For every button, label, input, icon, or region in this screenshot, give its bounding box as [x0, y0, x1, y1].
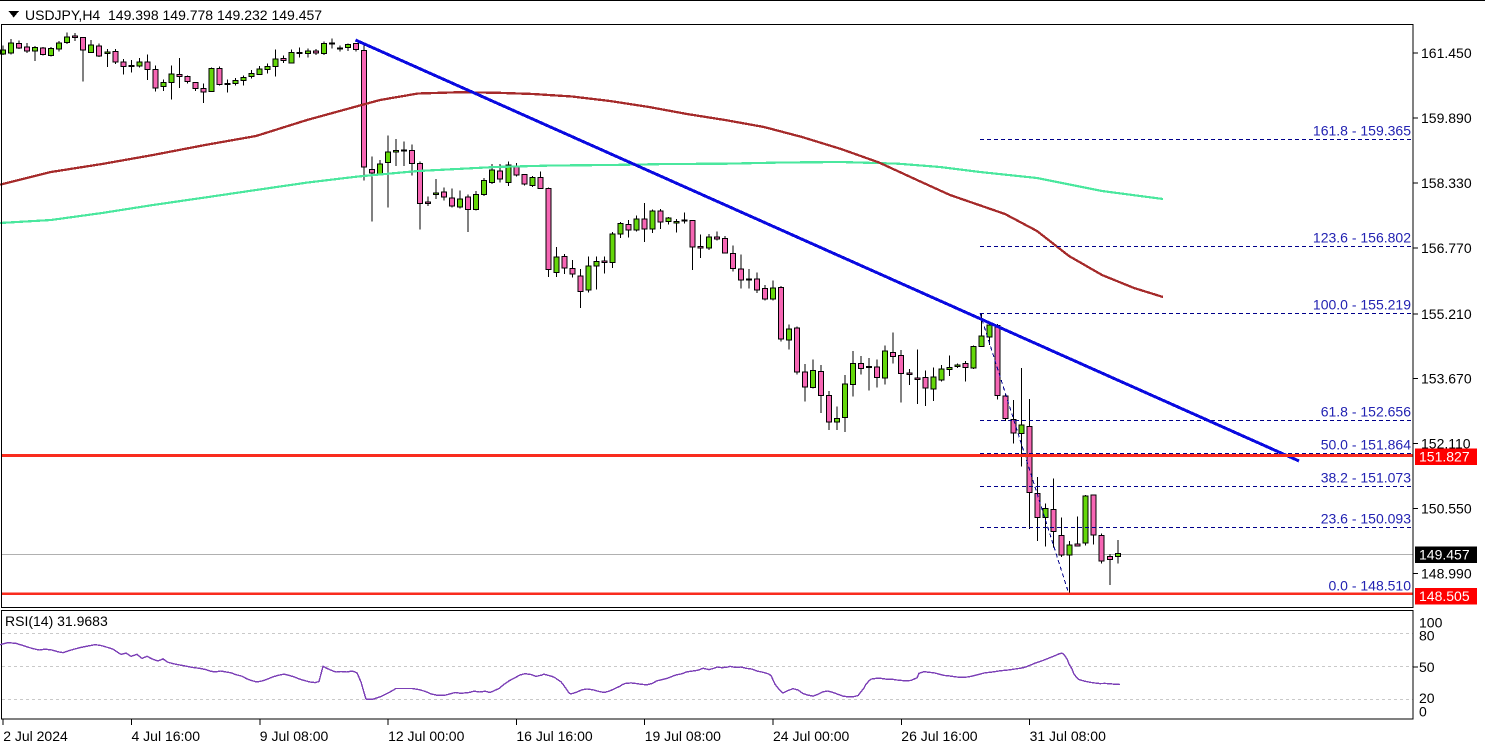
svg-text:50.0 - 151.864: 50.0 - 151.864 — [1321, 437, 1412, 453]
svg-text:159.890: 159.890 — [1421, 110, 1472, 126]
svg-text:100.0 - 155.219: 100.0 - 155.219 — [1313, 297, 1411, 313]
svg-text:156.770: 156.770 — [1421, 240, 1472, 256]
svg-text:148.990: 148.990 — [1421, 566, 1472, 582]
svg-text:2 Jul 2024: 2 Jul 2024 — [3, 728, 68, 744]
svg-text:9 Jul 08:00: 9 Jul 08:00 — [260, 728, 329, 744]
svg-text:153.670: 153.670 — [1421, 371, 1472, 387]
svg-text:0: 0 — [1419, 704, 1427, 720]
svg-text:80: 80 — [1419, 628, 1435, 644]
svg-text:19 Jul 08:00: 19 Jul 08:00 — [645, 728, 721, 744]
svg-text:152.110: 152.110 — [1421, 436, 1471, 452]
svg-text:USDJPY,H4 149.398 149.778 149: USDJPY,H4 149.398 149.778 149.232 149.45… — [25, 7, 322, 23]
svg-text:20: 20 — [1419, 690, 1435, 706]
svg-text:24 Jul 00:00: 24 Jul 00:00 — [773, 728, 849, 744]
svg-text:RSI(14) 31.9683: RSI(14) 31.9683 — [5, 613, 108, 629]
svg-text:158.330: 158.330 — [1421, 175, 1472, 191]
svg-text:151.827: 151.827 — [1419, 449, 1470, 465]
svg-text:161.8 - 159.365: 161.8 - 159.365 — [1313, 123, 1411, 139]
svg-text:161.450: 161.450 — [1421, 45, 1472, 61]
svg-text:16 Jul 16:00: 16 Jul 16:00 — [516, 728, 592, 744]
svg-text:4 Jul 16:00: 4 Jul 16:00 — [132, 728, 201, 744]
svg-text:148.505: 148.505 — [1419, 588, 1470, 604]
svg-text:61.8 - 152.656: 61.8 - 152.656 — [1321, 404, 1412, 420]
svg-text:100: 100 — [1419, 615, 1443, 631]
svg-text:155.210: 155.210 — [1421, 306, 1472, 322]
svg-text:12 Jul 00:00: 12 Jul 00:00 — [388, 728, 464, 744]
svg-text:150.550: 150.550 — [1421, 501, 1472, 517]
svg-text:38.2 - 151.073: 38.2 - 151.073 — [1321, 470, 1412, 486]
svg-text:123.6 - 156.802: 123.6 - 156.802 — [1313, 230, 1411, 246]
svg-text:31 Jul 08:00: 31 Jul 08:00 — [1030, 728, 1106, 744]
svg-text:26 Jul 16:00: 26 Jul 16:00 — [901, 728, 977, 744]
svg-text:23.6 - 150.093: 23.6 - 150.093 — [1321, 511, 1412, 527]
svg-text:0.0 - 148.510: 0.0 - 148.510 — [1328, 578, 1411, 594]
svg-text:50: 50 — [1419, 659, 1435, 675]
svg-text:149.457: 149.457 — [1419, 547, 1470, 563]
